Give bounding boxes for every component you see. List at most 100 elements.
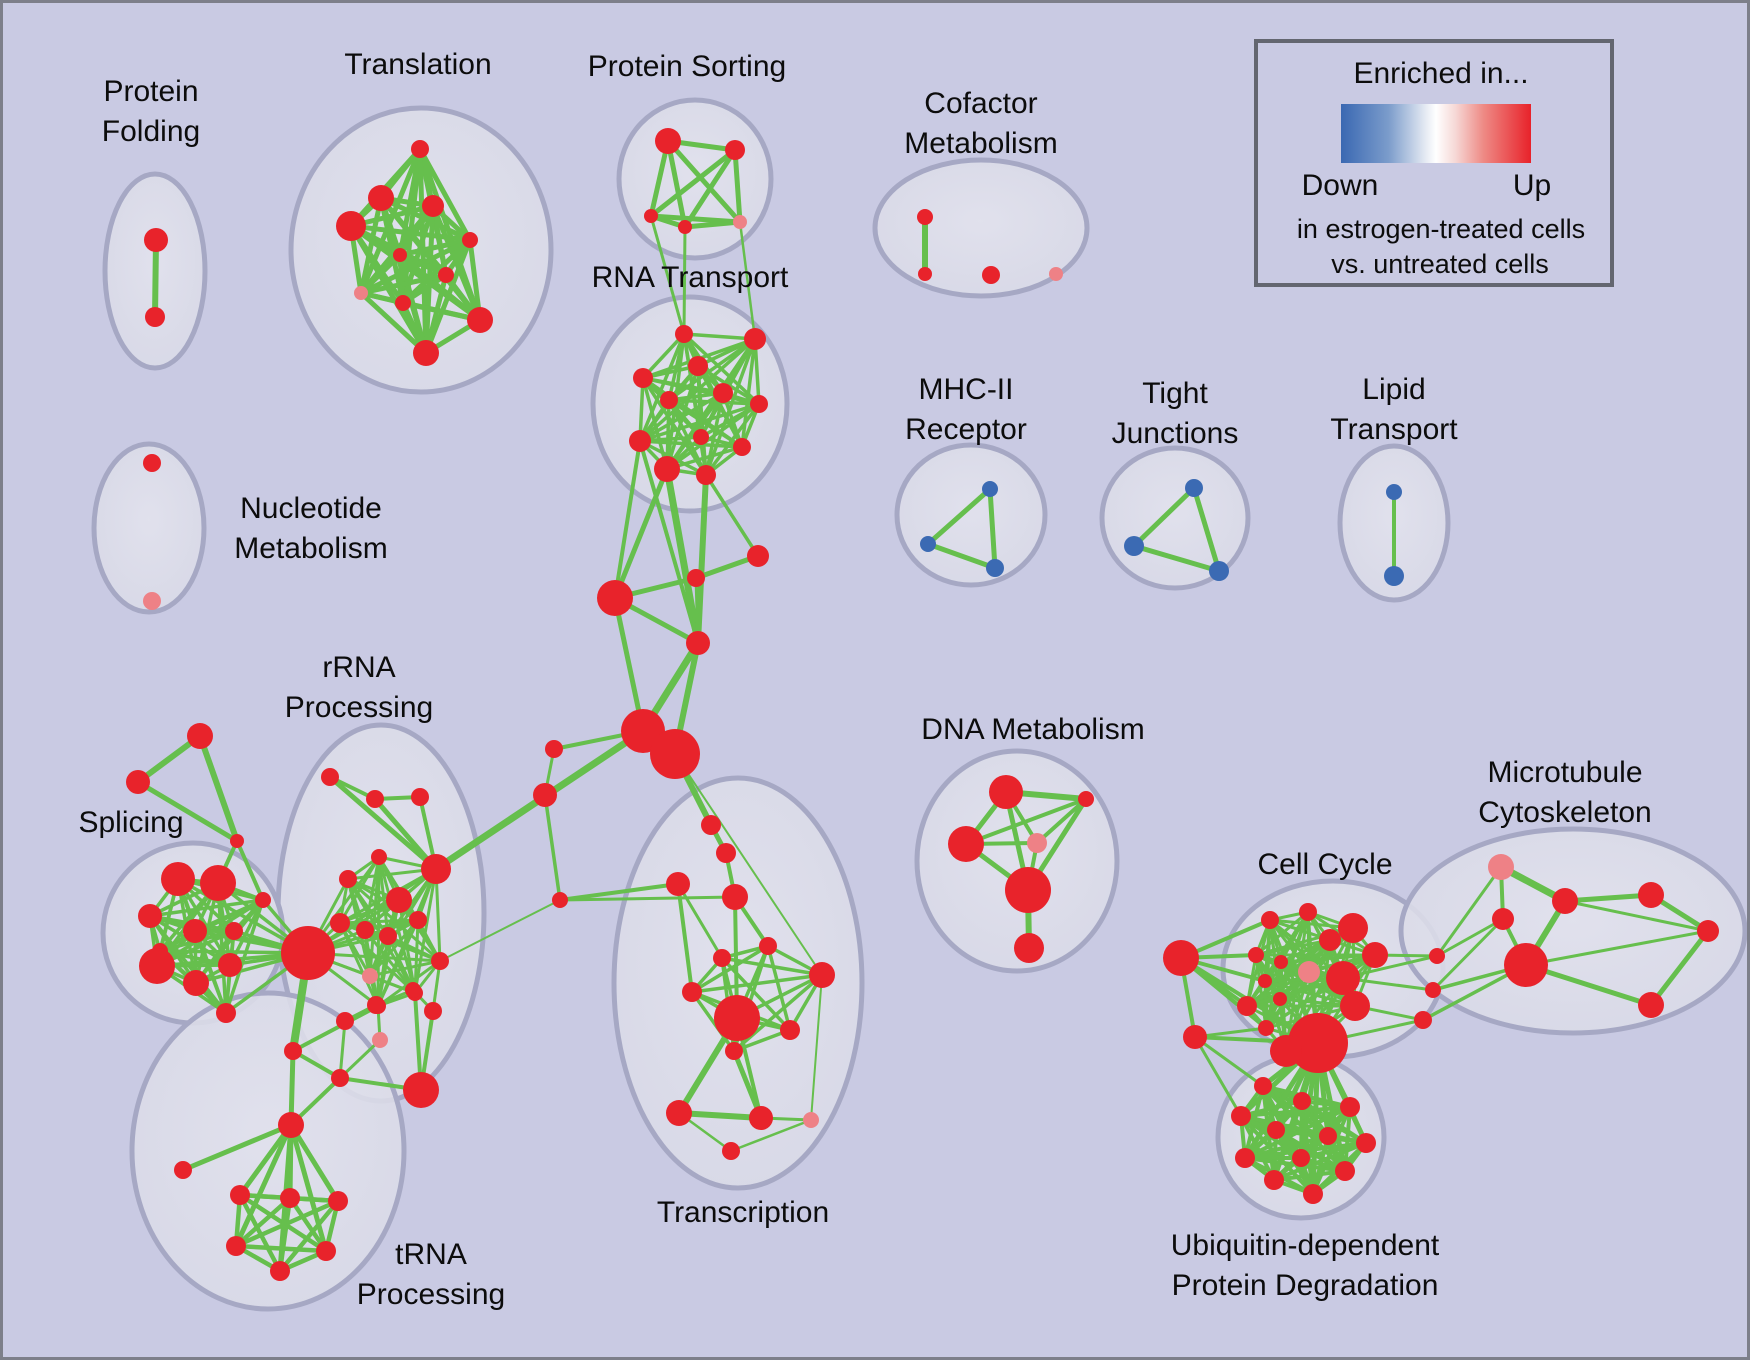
node-rt3 bbox=[688, 356, 708, 376]
nodes-layer bbox=[126, 128, 1719, 1281]
cluster-label-nucleotide-metabolism-line2: Metabolism bbox=[234, 532, 387, 565]
edge-l2-r5 bbox=[434, 793, 547, 871]
node-tx2 bbox=[713, 949, 731, 967]
node-mt3 bbox=[1492, 908, 1514, 930]
node-l1 bbox=[545, 740, 563, 758]
node-mt5 bbox=[1638, 882, 1664, 908]
node-c4 bbox=[686, 631, 710, 655]
edge-rt8-c1 bbox=[613, 439, 642, 600]
edge-tj1-tj2 bbox=[1131, 485, 1197, 549]
node-t9 bbox=[395, 295, 411, 311]
edge-t5-t6 bbox=[397, 237, 473, 258]
edge-rt6-rt10 bbox=[667, 398, 744, 449]
edge-tx8-tx9 bbox=[676, 1110, 764, 1121]
node-tn4 bbox=[372, 1032, 388, 1048]
cluster-label-lipid-transport-line1: Lipid bbox=[1362, 373, 1425, 406]
edge-cc4-cc6 bbox=[1254, 938, 1332, 957]
edge-rt2-rt10 bbox=[740, 337, 757, 449]
node-cc6 bbox=[1248, 947, 1264, 963]
node-tx4 bbox=[682, 982, 702, 1002]
node-cc8 bbox=[1298, 961, 1320, 983]
node-c2 bbox=[687, 569, 705, 587]
node-br3 bbox=[1414, 1011, 1432, 1029]
node-rt1 bbox=[675, 325, 693, 343]
edge-tn14-tn15 bbox=[233, 1198, 341, 1249]
cluster-label-protein-folding-line2: Folding bbox=[102, 115, 200, 148]
cluster-label-nucleotide-metabolism-line1: Nucleotide bbox=[240, 492, 382, 525]
node-sp1 bbox=[161, 862, 195, 896]
edge-rt2-rt12 bbox=[704, 337, 757, 477]
node-ub5 bbox=[1267, 1121, 1285, 1139]
node-r6 bbox=[339, 870, 357, 888]
edge-t4-t5 bbox=[348, 223, 473, 243]
node-tx1 bbox=[759, 937, 777, 955]
edge-tx3-tx4 bbox=[690, 973, 824, 994]
node-cc16 bbox=[1270, 1035, 1302, 1067]
cluster-labels-layer: Protein Folding Translation Protein Sorting… bbox=[78, 48, 1651, 1311]
edge-r11-r12 bbox=[368, 918, 420, 978]
edge-ps2-ps3 bbox=[648, 147, 738, 219]
node-ub3 bbox=[1340, 1097, 1360, 1117]
cluster-label-protein-sorting: Protein Sorting bbox=[588, 50, 786, 83]
cluster-label-trna-processing-line1: tRNA bbox=[395, 1238, 467, 1271]
node-ub11 bbox=[1264, 1170, 1284, 1190]
edge-ta3-tx4 bbox=[676, 882, 694, 994]
edge-tb-ta3 bbox=[558, 882, 680, 902]
node-ps3 bbox=[644, 209, 658, 223]
node-pf2 bbox=[145, 307, 165, 327]
node-rt10 bbox=[733, 438, 751, 456]
edge-tn10-tn12 bbox=[237, 1122, 294, 1198]
edge-rt2-rt6 bbox=[667, 337, 757, 402]
node-ub7 bbox=[1356, 1133, 1376, 1153]
edge-tx4-tx7 bbox=[690, 990, 736, 1053]
cluster-label-mhc-ii-receptor-line1: MHC-II bbox=[919, 373, 1014, 406]
node-tj1 bbox=[1185, 479, 1203, 497]
edge-t2-t8 bbox=[358, 195, 384, 296]
node-cc2 bbox=[1299, 903, 1317, 921]
node-cm4 bbox=[1049, 267, 1063, 281]
edge-dm4-dm2 bbox=[1035, 797, 1088, 845]
node-rt8 bbox=[629, 430, 651, 452]
node-tj3 bbox=[1209, 561, 1229, 581]
node-nm2 bbox=[143, 592, 161, 610]
edge-tn4-tn2 bbox=[338, 1038, 382, 1080]
node-t6 bbox=[393, 248, 407, 262]
node-sp2 bbox=[200, 865, 236, 901]
node-nm1 bbox=[143, 454, 161, 472]
edge-r10-r15 bbox=[376, 934, 390, 1008]
edge-r2-r5 bbox=[372, 796, 439, 872]
node-ub0 bbox=[1183, 1025, 1207, 1049]
edge-h2-tx3 bbox=[674, 753, 823, 976]
cluster-ellipse-nucleotide-metabolism bbox=[91, 441, 207, 615]
cluster-label-trna-processing-line2: Processing bbox=[357, 1278, 505, 1311]
node-mt2 bbox=[1552, 888, 1578, 914]
edge-s1-s3 bbox=[197, 733, 240, 844]
node-ub6 bbox=[1319, 1127, 1337, 1145]
node-br2 bbox=[1425, 982, 1441, 998]
edge-t9-t10 bbox=[400, 300, 483, 323]
edge-tx2-tx6 bbox=[720, 956, 792, 1032]
node-tn12 bbox=[230, 1185, 250, 1205]
edge-mh1-mh2 bbox=[925, 486, 993, 547]
node-t2 bbox=[368, 185, 394, 211]
edge-rt1-rt8 bbox=[638, 332, 686, 443]
edge-cc9-cc13 bbox=[1263, 979, 1357, 1008]
edge-tx10-tx3 bbox=[810, 974, 823, 1121]
legend-gradient-bar bbox=[1341, 104, 1531, 163]
edge-r11-r14 bbox=[413, 918, 420, 995]
edge-tn14-tn17 bbox=[277, 1198, 341, 1274]
node-mt1 bbox=[1488, 854, 1514, 880]
edge-rt12-c3 bbox=[704, 473, 760, 558]
edge-l2-tb bbox=[543, 793, 562, 902]
edge-sp6-sp7 bbox=[158, 898, 265, 953]
node-tn8 bbox=[405, 982, 421, 998]
edge-ps2-ps4 bbox=[682, 147, 738, 230]
node-c3 bbox=[747, 545, 769, 567]
node-cc11 bbox=[1237, 996, 1257, 1016]
edge-rt10-rt11 bbox=[665, 445, 744, 471]
node-lt2 bbox=[1384, 566, 1404, 586]
node-tn15 bbox=[226, 1236, 246, 1256]
edge-t6-t8 bbox=[358, 252, 403, 296]
edge-br2-mt3 bbox=[1431, 917, 1505, 992]
